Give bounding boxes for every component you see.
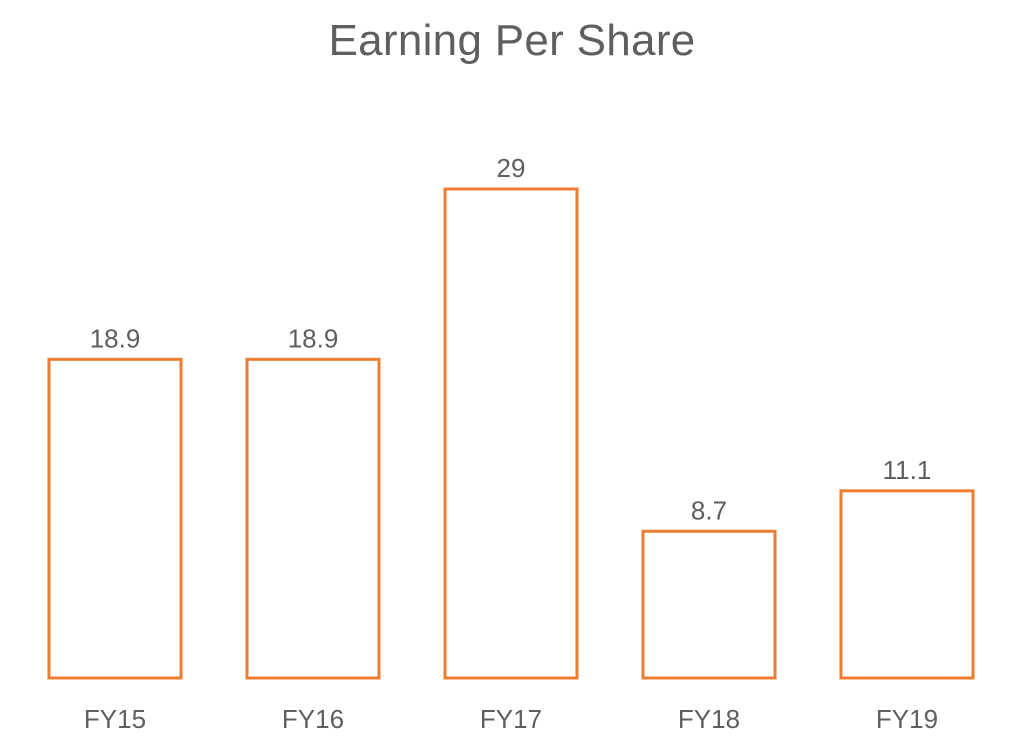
data-label-fy15: 18.9 bbox=[90, 323, 141, 353]
x-tick-label-fy17: FY17 bbox=[480, 704, 542, 734]
data-label-fy16: 18.9 bbox=[288, 323, 339, 353]
data-label-fy19: 11.1 bbox=[883, 455, 932, 485]
data-label-fy17: 29 bbox=[497, 153, 526, 183]
x-tick-label-fy18: FY18 bbox=[678, 704, 740, 734]
data-label-fy18: 8.7 bbox=[691, 495, 727, 525]
x-tick-label-fy19: FY19 bbox=[876, 704, 938, 734]
x-tick-label-fy16: FY16 bbox=[282, 704, 344, 734]
bar-fy19 bbox=[839, 489, 975, 680]
x-tick-label-fy15: FY15 bbox=[84, 704, 146, 734]
chart-title: Earning Per Share bbox=[328, 16, 696, 65]
bar-fy15 bbox=[47, 357, 183, 680]
bar-fy17 bbox=[443, 187, 579, 680]
bar-fy18 bbox=[641, 529, 777, 680]
bar-fy16 bbox=[245, 357, 381, 680]
